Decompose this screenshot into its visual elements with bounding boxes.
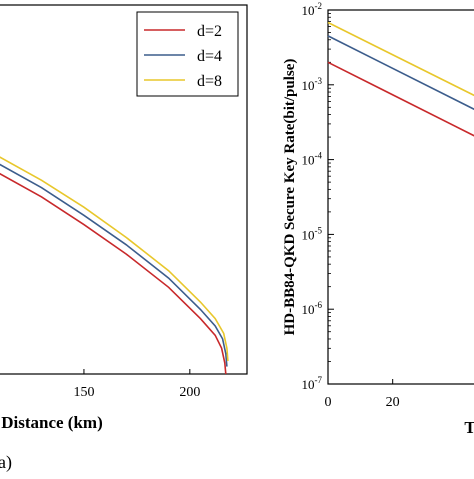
left-x-tick-label: 150 — [73, 385, 94, 400]
left-x-tick-label: 200 — [179, 385, 200, 400]
right-series-line-0 — [327, 61, 474, 137]
right-y-tick-label: 10-6 — [302, 300, 323, 317]
right-chart: 10-7 10-6 10-5 10-4 10-3 10-2 0 20 T HD-BB84-QKD … — [282, 1, 474, 437]
right-y-tick-label: 10-5 — [302, 225, 323, 242]
left-chart: 150 200 Distance (km) d=2 d=4 d=8 — [0, 4, 248, 432]
right-series-line-2 — [327, 21, 474, 97]
legend-label: d=4 — [197, 48, 222, 65]
left-series-line-d=4 — [0, 163, 228, 367]
right-plot-frame — [327, 9, 474, 385]
right-y-tick-label: 10-3 — [302, 76, 323, 93]
legend-label: d=8 — [197, 73, 222, 90]
right-y-axis-label: HD-BB84-QKD Secure Key Rate(bit/pulse) — [282, 59, 298, 336]
right-y-tick-label: 10-4 — [302, 151, 323, 168]
right-y-tick-label: 10-7 — [302, 375, 323, 392]
left-series-line-d=2 — [0, 172, 227, 375]
right-x-axis-label: T — [464, 418, 474, 437]
right-series-line-1 — [327, 35, 474, 111]
right-x-tick-label: 0 — [325, 395, 332, 410]
legend: d=2 d=4 d=8 — [136, 11, 239, 97]
legend-label: d=2 — [197, 23, 222, 40]
legend-box — [136, 11, 239, 97]
right-y-tick-label: 10-2 — [302, 1, 323, 18]
left-x-axis-label: Distance (km) — [1, 413, 103, 432]
right-x-tick-label: 20 — [386, 395, 400, 410]
left-series-line-d=8 — [0, 156, 229, 362]
panel-a-label: a) — [0, 452, 12, 473]
left-plot-frame — [0, 4, 248, 375]
